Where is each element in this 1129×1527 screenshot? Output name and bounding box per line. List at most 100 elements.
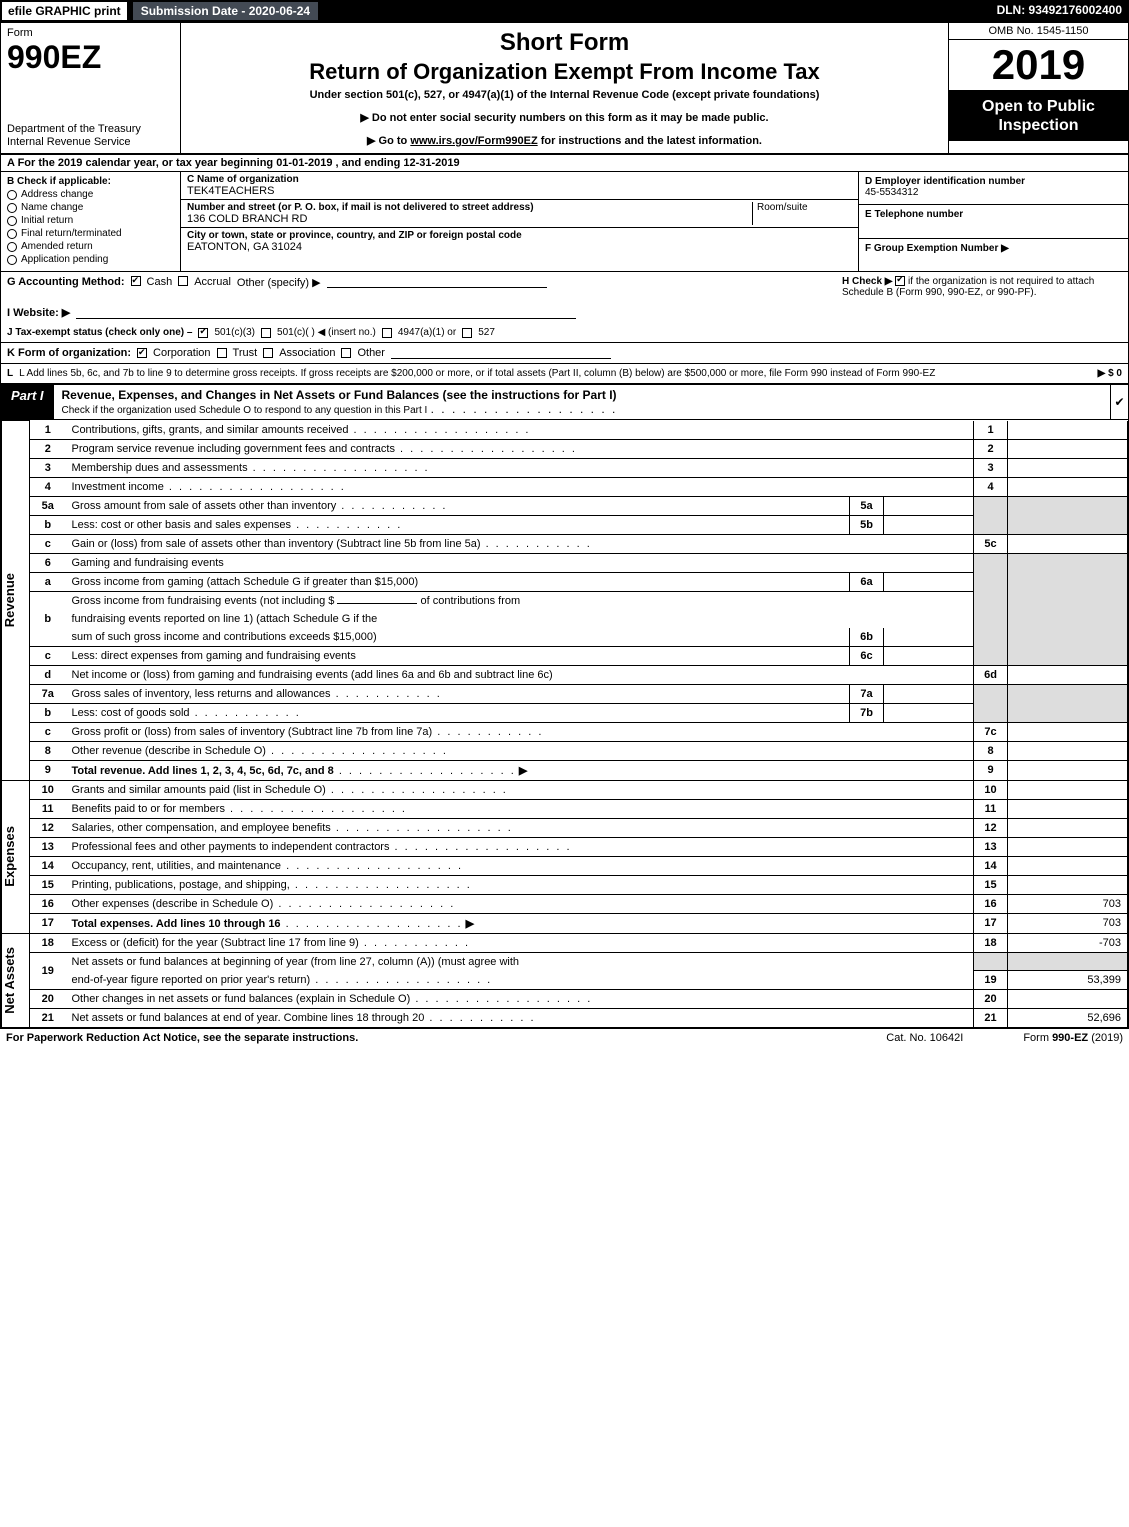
phone-row: E Telephone number bbox=[859, 205, 1128, 238]
line-6a-desc: Gross income from gaming (attach Schedul… bbox=[66, 572, 850, 591]
street-address: 136 COLD BRANCH RD bbox=[187, 213, 307, 225]
form-page: efile GRAPHIC print Submission Date - 20… bbox=[0, 0, 1129, 1029]
return-title: Return of Organization Exempt From Incom… bbox=[189, 59, 940, 85]
line-3-amount bbox=[1008, 458, 1128, 477]
note2-pre: ▶ Go to bbox=[367, 135, 410, 147]
footer-right: Form 990-EZ (2019) bbox=[1023, 1032, 1123, 1044]
sidelabel-netassets: Net Assets bbox=[2, 933, 30, 1027]
line-7b-val bbox=[884, 703, 974, 722]
line-6c-desc: Less: direct expenses from gaming and fu… bbox=[66, 646, 850, 665]
omb-number: OMB No. 1545-1150 bbox=[949, 23, 1128, 40]
row-k: K Form of organization: Corporation Trus… bbox=[1, 343, 1128, 364]
topbar: efile GRAPHIC print Submission Date - 20… bbox=[1, 1, 1128, 23]
accrual-checkbox[interactable] bbox=[178, 276, 188, 286]
sidelabel-expenses: Expenses bbox=[2, 780, 30, 933]
line-17-desc: Total expenses. Add lines 10 through 16 bbox=[66, 913, 974, 933]
entity-mid: C Name of organization TEK4TEACHERS Numb… bbox=[181, 172, 858, 271]
form-word: Form bbox=[7, 27, 174, 39]
efile-label[interactable]: efile GRAPHIC print bbox=[1, 1, 128, 21]
header-right: OMB No. 1545-1150 2019 Open to Public In… bbox=[948, 23, 1128, 153]
line-13-desc: Professional fees and other payments to … bbox=[66, 837, 974, 856]
check-amended[interactable]: Amended return bbox=[7, 241, 174, 252]
line-6-desc: Gaming and fundraising events bbox=[66, 553, 974, 572]
line-11-desc: Benefits paid to or for members bbox=[66, 799, 974, 818]
line-18-amount: -703 bbox=[1008, 933, 1128, 952]
part1-checkbox[interactable]: ✔ bbox=[1110, 385, 1128, 419]
org-name-row: C Name of organization TEK4TEACHERS bbox=[181, 172, 858, 200]
header-block: Form 990EZ Department of the Treasury In… bbox=[1, 23, 1128, 155]
org-name: TEK4TEACHERS bbox=[187, 185, 274, 197]
j-4947-checkbox[interactable] bbox=[382, 328, 392, 338]
period-line: A For the 2019 calendar year, or tax yea… bbox=[1, 155, 1128, 172]
line-19-amount: 53,399 bbox=[1008, 971, 1128, 990]
group-exempt-row: F Group Exemption Number ▶ bbox=[859, 239, 1128, 271]
line-7c-desc: Gross profit or (loss) from sales of inv… bbox=[66, 722, 974, 741]
line-6a-val bbox=[884, 572, 974, 591]
check-pending[interactable]: Application pending bbox=[7, 254, 174, 265]
line-12-desc: Salaries, other compensation, and employ… bbox=[66, 818, 974, 837]
line-7b-desc: Less: cost of goods sold bbox=[66, 703, 850, 722]
header-center: Short Form Return of Organization Exempt… bbox=[181, 23, 948, 153]
j-501c-checkbox[interactable] bbox=[261, 328, 271, 338]
line-6b-desc1: Gross income from fundraising events (no… bbox=[66, 591, 974, 610]
line-5b-desc: Less: cost or other basis and sales expe… bbox=[66, 515, 850, 534]
line-10-amount bbox=[1008, 780, 1128, 799]
note-ssn: ▶ Do not enter social security numbers o… bbox=[189, 111, 940, 124]
line-7c-amount bbox=[1008, 722, 1128, 741]
line-5a-val bbox=[884, 496, 974, 515]
line-14-desc: Occupancy, rent, utilities, and maintena… bbox=[66, 856, 974, 875]
ein-row: D Employer identification number 45-5534… bbox=[859, 172, 1128, 205]
line-3-desc: Membership dues and assessments bbox=[66, 458, 974, 477]
line-6b-desc3: sum of such gross income and contributio… bbox=[66, 628, 850, 647]
irs-link[interactable]: www.irs.gov/Form990EZ bbox=[410, 135, 537, 147]
check-final[interactable]: Final return/terminated bbox=[7, 228, 174, 239]
line-10-desc: Grants and similar amounts paid (list in… bbox=[66, 780, 974, 799]
line-8-amount bbox=[1008, 741, 1128, 760]
line-9-desc: Total revenue. Add lines 1, 2, 3, 4, 5c,… bbox=[66, 760, 974, 780]
footer-left: For Paperwork Reduction Act Notice, see … bbox=[6, 1032, 358, 1044]
h-checkbox[interactable] bbox=[895, 276, 905, 286]
k-other-input[interactable] bbox=[391, 347, 611, 359]
note2-post: for instructions and the latest informat… bbox=[538, 135, 762, 147]
line-9-amount bbox=[1008, 760, 1128, 780]
ein-value: 45-5534312 bbox=[865, 187, 1122, 198]
line-6b-val bbox=[884, 628, 974, 647]
line-6d-desc: Net income or (loss) from gaming and fun… bbox=[66, 665, 974, 684]
check-if-applicable: B Check if applicable: Address change Na… bbox=[1, 172, 181, 271]
line-19-desc2: end-of-year figure reported on prior yea… bbox=[66, 971, 974, 990]
part1-tag: Part I bbox=[1, 385, 54, 419]
check-address[interactable]: Address change bbox=[7, 189, 174, 200]
line-8-desc: Other revenue (describe in Schedule O) bbox=[66, 741, 974, 760]
line-4-amount bbox=[1008, 477, 1128, 496]
check-name[interactable]: Name change bbox=[7, 202, 174, 213]
under-section: Under section 501(c), 527, or 4947(a)(1)… bbox=[189, 89, 940, 101]
line-20-desc: Other changes in net assets or fund bala… bbox=[66, 989, 974, 1008]
tax-year: 2019 bbox=[949, 40, 1128, 91]
k-corp-checkbox[interactable] bbox=[137, 348, 147, 358]
line-16-amount: 703 bbox=[1008, 894, 1128, 913]
cash-checkbox[interactable] bbox=[131, 276, 141, 286]
k-trust-checkbox[interactable] bbox=[217, 348, 227, 358]
part1-header: Part I Revenue, Expenses, and Changes in… bbox=[1, 384, 1128, 420]
check-initial[interactable]: Initial return bbox=[7, 215, 174, 226]
part1-title: Revenue, Expenses, and Changes in Net As… bbox=[54, 385, 1110, 419]
website-input[interactable] bbox=[76, 307, 576, 319]
row-i: I Website: ▶ bbox=[1, 302, 1128, 323]
line-15-amount bbox=[1008, 875, 1128, 894]
k-other-checkbox[interactable] bbox=[341, 348, 351, 358]
line-11-amount bbox=[1008, 799, 1128, 818]
j-501c3-checkbox[interactable] bbox=[198, 328, 208, 338]
header-left: Form 990EZ Department of the Treasury In… bbox=[1, 23, 181, 153]
dln: DLN: 93492176002400 bbox=[991, 1, 1128, 21]
line-5c-desc: Gain or (loss) from sale of assets other… bbox=[66, 534, 974, 553]
k-assoc-checkbox[interactable] bbox=[263, 348, 273, 358]
other-method-input[interactable] bbox=[327, 276, 547, 288]
j-527-checkbox[interactable] bbox=[462, 328, 472, 338]
line-21-amount: 52,696 bbox=[1008, 1008, 1128, 1027]
line-6c-val bbox=[884, 646, 974, 665]
line-18-desc: Excess or (deficit) for the year (Subtra… bbox=[66, 933, 974, 952]
line-7a-desc: Gross sales of inventory, less returns a… bbox=[66, 684, 850, 703]
department: Department of the Treasury Internal Reve… bbox=[7, 123, 174, 149]
footer-center: Cat. No. 10642I bbox=[886, 1032, 963, 1044]
line-16-desc: Other expenses (describe in Schedule O) bbox=[66, 894, 974, 913]
